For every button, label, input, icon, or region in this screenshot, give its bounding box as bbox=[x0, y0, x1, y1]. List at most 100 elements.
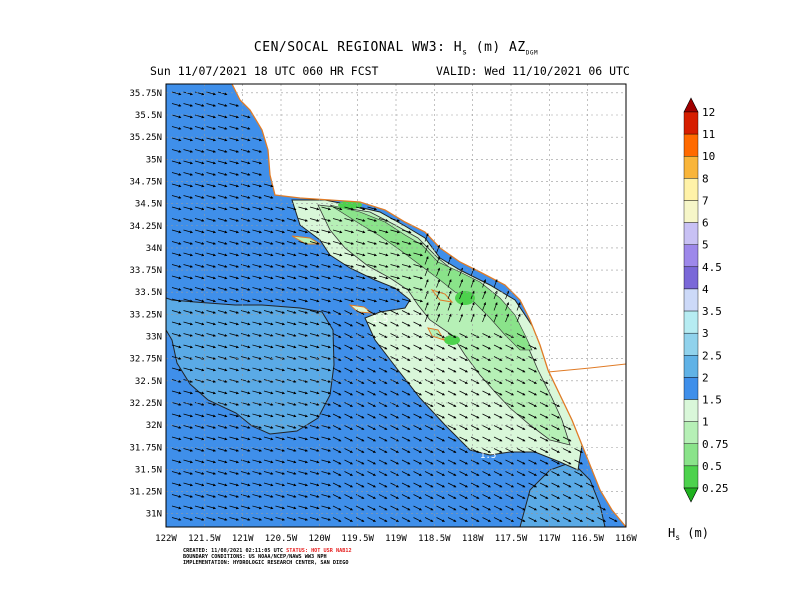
wave-arrow bbox=[505, 494, 514, 499]
map-frame bbox=[165, 83, 627, 528]
wave-arrow bbox=[344, 471, 353, 476]
wave-arrow bbox=[436, 459, 445, 465]
wave-arrow bbox=[321, 459, 331, 464]
wave-arrow bbox=[459, 356, 468, 361]
wave-arrow bbox=[252, 505, 262, 510]
wave-arrow bbox=[183, 448, 193, 452]
wave-arrow bbox=[298, 367, 308, 372]
wave-arrow bbox=[367, 402, 376, 407]
wave-arrow bbox=[171, 183, 182, 188]
wave-arrow bbox=[470, 436, 480, 442]
wave-arrow bbox=[217, 471, 228, 475]
wave-arrow bbox=[286, 275, 297, 280]
wave-arrow bbox=[194, 494, 205, 498]
wave-arrow bbox=[217, 172, 228, 176]
wave-arrow bbox=[298, 333, 308, 337]
wave-arrow bbox=[275, 218, 285, 222]
wave-arrow bbox=[194, 241, 205, 245]
wave-arrow bbox=[309, 333, 320, 337]
wave-arrow bbox=[194, 252, 205, 257]
wave-arrow bbox=[516, 390, 526, 396]
wave-arrow bbox=[183, 114, 193, 119]
wave-arrow bbox=[194, 206, 205, 211]
wave-arrow bbox=[562, 494, 572, 499]
wave-arrow bbox=[252, 195, 262, 199]
colorbar-level-label: 5 bbox=[702, 239, 709, 252]
wave-arrow bbox=[309, 448, 320, 452]
wave-arrow bbox=[562, 482, 572, 488]
wave-arrow bbox=[298, 241, 308, 245]
wave-arrow bbox=[206, 287, 216, 291]
wave-arrow bbox=[424, 313, 429, 323]
wave-arrow bbox=[275, 206, 285, 211]
wave-arrow bbox=[332, 436, 342, 442]
wave-arrow bbox=[206, 218, 216, 222]
wave-arrow bbox=[470, 313, 475, 323]
wave-arrow bbox=[459, 482, 468, 488]
wave-arrow bbox=[516, 313, 521, 323]
wave-arrow bbox=[401, 333, 411, 338]
wave-arrow bbox=[367, 505, 376, 511]
wave-arrow bbox=[321, 367, 331, 372]
wave-arrow bbox=[505, 333, 514, 338]
wave-arrow bbox=[229, 413, 239, 418]
ocean-2-5m-region-south bbox=[519, 461, 606, 527]
colorbar-level-label: 4 bbox=[702, 283, 709, 296]
wave-arrow bbox=[229, 126, 239, 130]
wave-arrow bbox=[482, 425, 491, 430]
wave-arrow bbox=[505, 517, 514, 522]
wave-arrow bbox=[229, 448, 239, 452]
wave-arrow bbox=[493, 459, 503, 465]
wave-arrow bbox=[263, 229, 274, 234]
wave-arrow bbox=[217, 206, 228, 211]
wave-arrow bbox=[378, 413, 388, 419]
wave-arrow bbox=[470, 482, 480, 488]
wave-arrow bbox=[171, 241, 182, 245]
wave-arrow bbox=[378, 425, 388, 430]
wave-arrow bbox=[217, 310, 228, 314]
wave-arrow bbox=[470, 448, 480, 453]
wave-arrow bbox=[171, 298, 182, 303]
wave-arrow bbox=[309, 436, 320, 441]
wave-arrow bbox=[332, 333, 342, 338]
wave-arrow bbox=[401, 494, 411, 499]
wave-arrow bbox=[309, 229, 320, 234]
wave-arrow bbox=[229, 425, 239, 429]
wave-arrow bbox=[183, 494, 193, 498]
wave-arrow bbox=[459, 333, 468, 338]
wave-arrow bbox=[516, 459, 526, 465]
wave-arrow bbox=[286, 448, 297, 452]
wave-arrow bbox=[171, 149, 182, 153]
wave-arrow bbox=[378, 379, 388, 384]
wave-arrow bbox=[332, 206, 343, 211]
wave-arrow bbox=[275, 367, 285, 372]
wave-arrow bbox=[275, 275, 285, 280]
wave-arrow bbox=[493, 505, 503, 511]
wave-arrow bbox=[378, 402, 388, 407]
wave-arrow bbox=[482, 367, 491, 373]
wave-arrow bbox=[401, 517, 411, 522]
wave-arrow bbox=[263, 218, 274, 222]
wave-arrow bbox=[482, 517, 491, 522]
wave-arrow bbox=[539, 448, 549, 453]
lat-tick-label: 34.25N bbox=[129, 222, 162, 232]
wave-arrow bbox=[194, 367, 205, 372]
wave-arrow bbox=[344, 402, 353, 407]
wave-arrow bbox=[413, 241, 423, 245]
wave-arrow bbox=[401, 390, 411, 396]
wave-arrow bbox=[401, 310, 411, 315]
wave-arrow bbox=[413, 517, 422, 522]
wave-arrow bbox=[424, 244, 429, 254]
wave-arrow bbox=[390, 517, 399, 522]
wave-arrow bbox=[424, 413, 434, 419]
wave-arrow bbox=[424, 494, 434, 499]
wave-arrow bbox=[390, 471, 399, 476]
wave-arrow bbox=[263, 195, 274, 199]
wave-arrow bbox=[493, 482, 503, 488]
wave-arrow bbox=[367, 459, 376, 465]
wave-arrow bbox=[321, 344, 331, 349]
colorbar-level-label: 11 bbox=[702, 128, 715, 141]
colorbar-level-label: 1.5 bbox=[702, 394, 722, 407]
wave-arrow bbox=[263, 494, 274, 498]
wave-arrow bbox=[505, 436, 514, 442]
